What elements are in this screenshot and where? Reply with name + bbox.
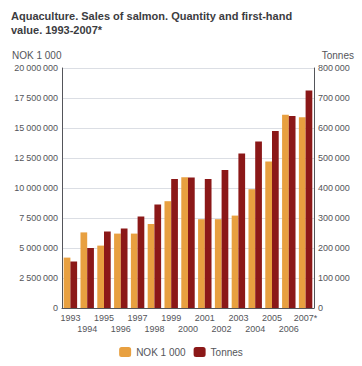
svg-text:12 500 000: 12 500 000 xyxy=(14,153,58,163)
svg-text:200 000: 200 000 xyxy=(318,243,350,253)
svg-text:Aquaculture. Sales of salmon.: Aquaculture. Sales of salmon. Quantity a… xyxy=(11,10,292,22)
svg-text:1995: 1995 xyxy=(94,313,114,323)
svg-text:2 500 000: 2 500 000 xyxy=(19,273,58,283)
svg-text:700 000: 700 000 xyxy=(318,93,350,103)
svg-text:0: 0 xyxy=(53,303,58,313)
svg-text:500 000: 500 000 xyxy=(318,153,350,163)
svg-text:1999: 1999 xyxy=(161,313,181,323)
svg-text:17 500 000: 17 500 000 xyxy=(14,93,58,103)
svg-text:2000: 2000 xyxy=(178,324,198,334)
svg-text:600 000: 600 000 xyxy=(318,123,350,133)
svg-text:2005: 2005 xyxy=(262,313,282,323)
svg-text:NOK 1 000: NOK 1 000 xyxy=(12,50,62,61)
svg-text:1994: 1994 xyxy=(77,324,97,334)
svg-text:20 000 000: 20 000 000 xyxy=(14,63,58,73)
svg-text:1997: 1997 xyxy=(128,313,148,323)
svg-text:800 000: 800 000 xyxy=(318,63,350,73)
svg-text:2001: 2001 xyxy=(195,313,215,323)
svg-text:5 000 000: 5 000 000 xyxy=(19,243,58,253)
svg-text:15 000 000: 15 000 000 xyxy=(14,123,58,133)
svg-text:0: 0 xyxy=(318,303,323,313)
svg-text:100 000: 100 000 xyxy=(318,273,350,283)
svg-text:2003: 2003 xyxy=(228,313,248,323)
svg-text:1996: 1996 xyxy=(111,324,131,334)
svg-text:1993: 1993 xyxy=(60,313,80,323)
svg-text:2004: 2004 xyxy=(245,324,265,334)
svg-text:300 000: 300 000 xyxy=(318,213,350,223)
svg-text:7 500 000: 7 500 000 xyxy=(19,213,58,223)
svg-text:Tonnes: Tonnes xyxy=(322,50,354,61)
svg-text:10 000 000: 10 000 000 xyxy=(14,183,58,193)
svg-text:NOK 1 000: NOK 1 000 xyxy=(136,347,186,358)
svg-text:2007*: 2007* xyxy=(294,313,318,323)
svg-text:400 000: 400 000 xyxy=(318,183,350,193)
svg-text:Tonnes: Tonnes xyxy=(211,347,243,358)
svg-text:1998: 1998 xyxy=(144,324,164,334)
svg-text:value. 1993-2007*: value. 1993-2007* xyxy=(11,24,103,36)
svg-text:2006: 2006 xyxy=(279,324,299,334)
svg-text:2002: 2002 xyxy=(212,324,232,334)
